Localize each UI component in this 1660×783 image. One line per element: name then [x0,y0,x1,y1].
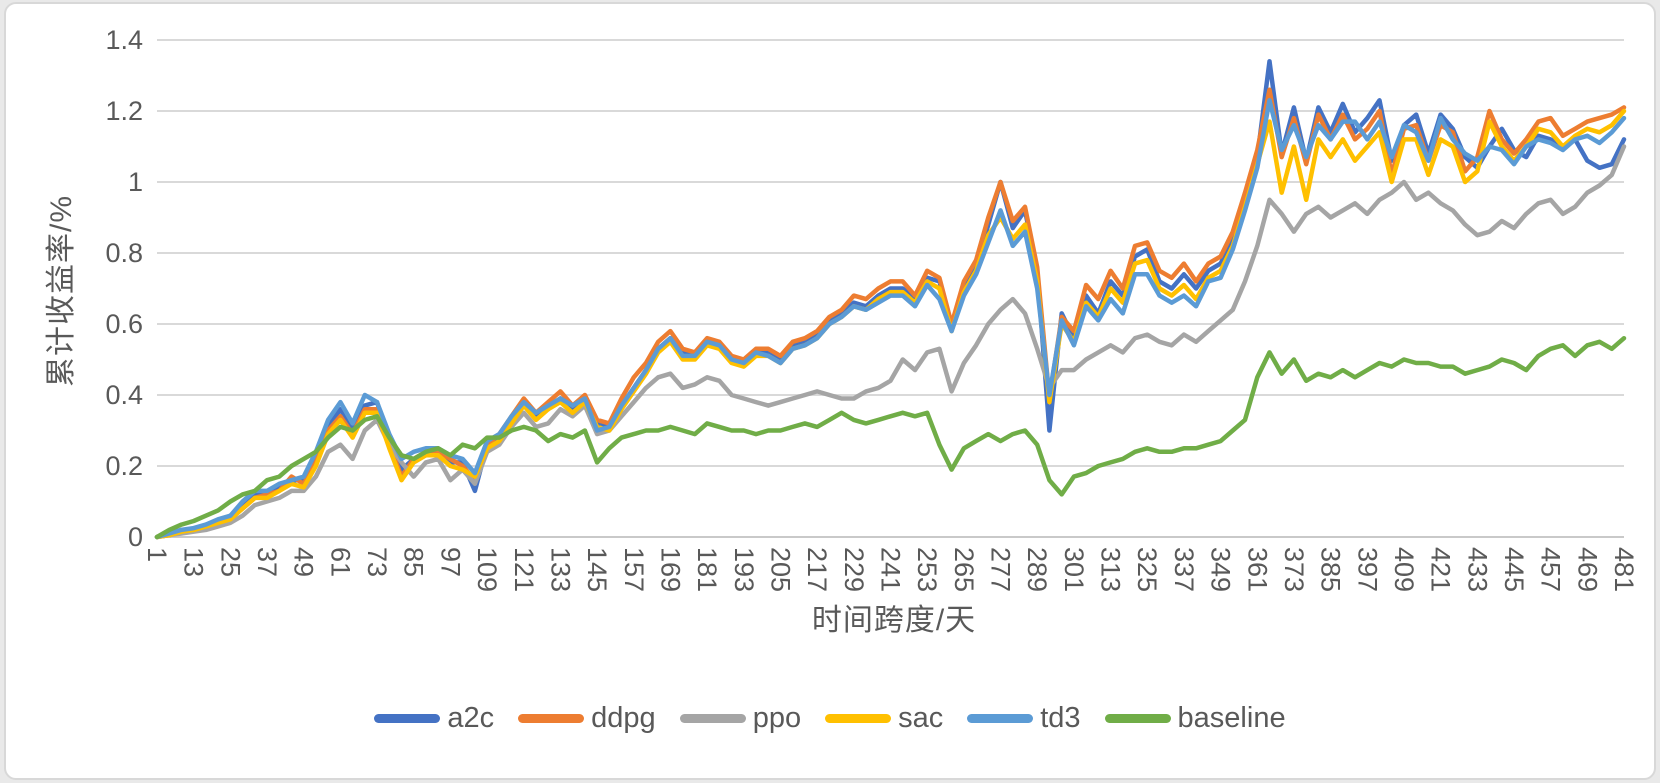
x-tick-label: 409 [1389,547,1419,592]
legend-item-td3[interactable]: td3 [967,702,1081,734]
series-line-td3[interactable] [154,98,1627,540]
x-tick-label: 73 [362,547,392,577]
legend-label: baseline [1177,702,1286,734]
series-line-sac[interactable] [154,108,1627,540]
x-tick-label: 457 [1536,547,1566,592]
x-tick-label: 109 [472,547,502,592]
x-tick-label: 49 [289,547,319,577]
x-tick-label: 469 [1572,547,1602,592]
x-tick-label: 85 [399,547,429,577]
x-tick-label: 421 [1426,547,1456,592]
x-tick-label: 97 [435,547,465,577]
legend-swatch-icon-baseline [1104,714,1171,723]
legend-label: sac [898,702,944,734]
x-tick-label: 325 [1132,547,1162,592]
x-tick-label: 37 [252,547,282,577]
legend-item-baseline[interactable]: baseline [1104,702,1286,734]
x-tick-label: 133 [545,547,575,592]
x-tick-label: 157 [619,547,649,592]
x-tick-label: 61 [325,547,355,577]
x-tick-label: 121 [509,547,539,592]
y-tick-label: 0.8 [105,238,143,268]
x-tick-label: 445 [1499,547,1529,592]
legend-swatch-icon-td3 [967,714,1034,723]
x-tick-label: 1 [142,547,172,562]
y-tick-label: 0.6 [105,309,143,339]
legend-label: ppo [752,702,802,734]
x-tick-label: 361 [1242,547,1272,592]
x-tick-label: 289 [1022,547,1052,592]
legend-swatch-icon-ppo [679,714,746,723]
x-tick-label: 241 [876,547,906,592]
x-tick-label: 229 [839,547,869,592]
x-tick-label: 193 [729,547,759,592]
y-tick-label: 1.4 [105,25,143,55]
legend-label: td3 [1040,702,1081,734]
legend-item-ddpg[interactable]: ddpg [518,704,656,733]
y-axis-title: 累计收益率/% [45,194,78,388]
legend-label: a2c [447,702,495,734]
x-tick-label: 301 [1059,547,1089,592]
legend-swatch-icon-sac [825,714,892,723]
x-tick-label: 397 [1352,547,1382,592]
legend-swatch-icon-ddpg [518,714,585,723]
x-tick-label: 253 [912,547,942,592]
x-tick-label: 373 [1279,547,1309,592]
x-axis-title: 时间跨度/天 [811,604,977,637]
legend-item-a2c[interactable]: a2c [374,704,494,733]
x-tick-label: 313 [1096,547,1126,592]
x-tick-label: 265 [949,547,979,592]
series-line-ppo[interactable] [154,144,1627,540]
x-tick-label: 481 [1609,547,1639,592]
y-tick-label: 1.2 [105,96,143,126]
legend: a2c ddpg ppo sac td3 baseline [6,704,1654,733]
x-tick-label: 145 [582,547,612,592]
x-tick-label: 277 [986,547,1016,592]
y-tick-label: 0.4 [105,380,143,410]
y-tick-label: 0.2 [105,451,143,481]
y-tick-label: 0 [128,522,143,552]
series-line-a2c[interactable] [154,59,1627,540]
legend-label: ddpg [591,702,656,734]
x-tick-label: 181 [692,547,722,592]
x-tick-label: 385 [1316,547,1346,592]
x-tick-label: 337 [1169,547,1199,592]
y-tick-label: 1 [128,167,143,197]
chart-plot-area: 0 0.2 0.4 0.6 0.8 1 1.2 1.4 1 13 25 37 49 61 73 85 97 109… [105,25,1639,592]
x-tick-label: 217 [802,547,832,592]
x-tick-label: 433 [1462,547,1492,592]
x-tick-label: 25 [215,547,245,577]
x-tick-label: 13 [179,547,209,577]
legend-item-sac[interactable]: sac [825,704,943,733]
legend-item-ppo[interactable]: ppo [679,702,802,734]
x-tick-label: 205 [765,547,795,592]
x-tick-label: 169 [655,547,685,592]
legend-swatch-icon-a2c [374,714,441,723]
series-line-ddpg[interactable] [154,87,1627,540]
x-tick-label: 349 [1206,547,1236,592]
series-line-baseline[interactable] [154,335,1627,540]
chart-frame: 0 0.2 0.4 0.6 0.8 1 1.2 1.4 1 13 25 37 49 61 73 85 97 109… [4,2,1656,780]
